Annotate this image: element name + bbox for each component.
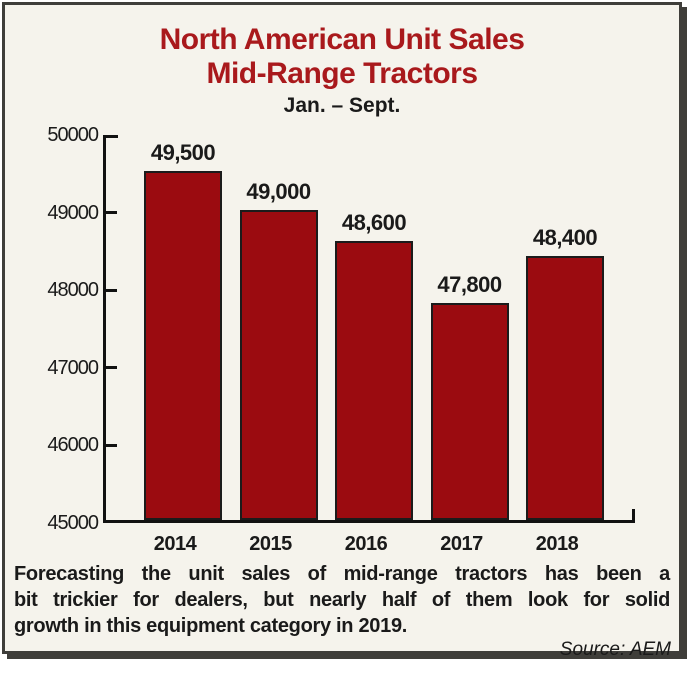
x-axis-label-2015: 2015 — [249, 533, 292, 555]
bar-value-label-2018: 48,400 — [532, 225, 598, 251]
y-axis-tick — [106, 211, 117, 215]
bar-2018 — [526, 256, 604, 520]
x-axis-label-2016: 2016 — [344, 533, 388, 555]
x-axis-label-2014: 2014 — [153, 533, 197, 555]
chart-title-line-2: Mid-Range Tractors — [206, 57, 478, 90]
chart-subtitle: Jan. – Sept. — [283, 94, 401, 117]
y-axis-tick — [106, 288, 117, 292]
y-axis-tick — [106, 366, 117, 370]
caption: Forecasting the unit sales of mid-range … — [14, 561, 670, 639]
plot-area: 45000 46000 47000 48000 49000 50000 49,500 2014… — [47, 124, 635, 555]
y-axis-label: 46000 — [47, 434, 99, 457]
caption-line-1: Forecasting the unit sales of mid-range … — [14, 563, 670, 585]
x-axis-label-2018: 2018 — [535, 533, 579, 555]
bar-value-label-2017: 47,800 — [437, 271, 502, 297]
bar-2014 — [144, 170, 222, 520]
chart-title-line-1: North American Unit Sales — [159, 23, 525, 56]
chart-panel: North American Unit Sales Mid-Range Trac… — [2, 2, 682, 660]
bar-2015 — [239, 209, 318, 520]
bar-value-label-2015: 49,000 — [246, 178, 311, 204]
y-axis-label: 45000 — [47, 512, 99, 534]
bar-2017 — [430, 302, 509, 520]
y-axis-label: 48000 — [47, 279, 99, 302]
y-axis-label: 49000 — [47, 201, 99, 224]
y-axis-label: 47000 — [47, 356, 99, 379]
caption-line-2: bit trickier for dealers, but nearly hal… — [14, 589, 670, 611]
caption-line-3: growth in this equipment category in 201… — [14, 615, 408, 637]
bar-value-label-2016: 48,600 — [341, 209, 407, 235]
x-axis-label-2017: 2017 — [440, 533, 483, 555]
source-credit: Source: AEM — [559, 639, 671, 660]
bar-value-label-2014: 49,500 — [150, 139, 216, 165]
title-block: North American Unit Sales Mid-Range Trac… — [5, 23, 679, 118]
y-axis-tick — [106, 135, 118, 138]
x-axis-end-tick — [632, 509, 635, 520]
y-axis-tick — [106, 443, 117, 447]
bar-2016 — [335, 240, 413, 520]
y-axis-label: 50000 — [47, 124, 99, 146]
